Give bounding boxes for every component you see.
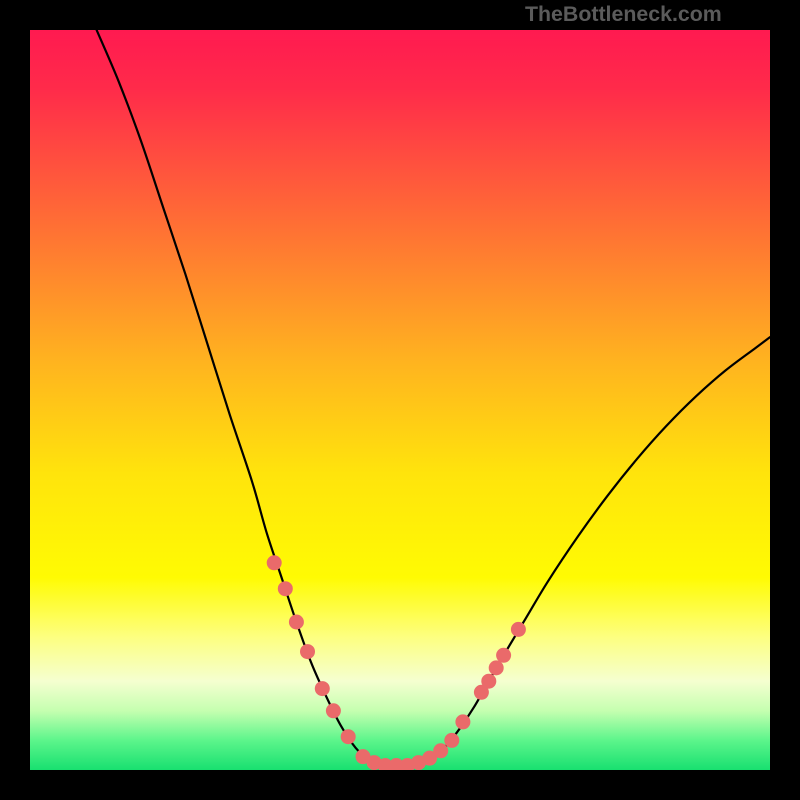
marker-right: [481, 674, 496, 689]
marker-left: [315, 681, 330, 696]
marker-left: [278, 581, 293, 596]
marker-left: [300, 644, 315, 659]
marker-right: [496, 648, 511, 663]
watermark-text: TheBottleneck.com: [525, 2, 722, 27]
marker-bottom: [433, 743, 448, 758]
marker-right: [455, 714, 470, 729]
marker-left: [289, 615, 304, 630]
plot-area: [30, 30, 770, 770]
marker-left: [267, 555, 282, 570]
marker-left: [341, 729, 356, 744]
marker-right: [511, 622, 526, 637]
chart-svg: [30, 30, 770, 770]
marker-left: [326, 703, 341, 718]
marker-right: [444, 733, 459, 748]
marker-right: [489, 660, 504, 675]
